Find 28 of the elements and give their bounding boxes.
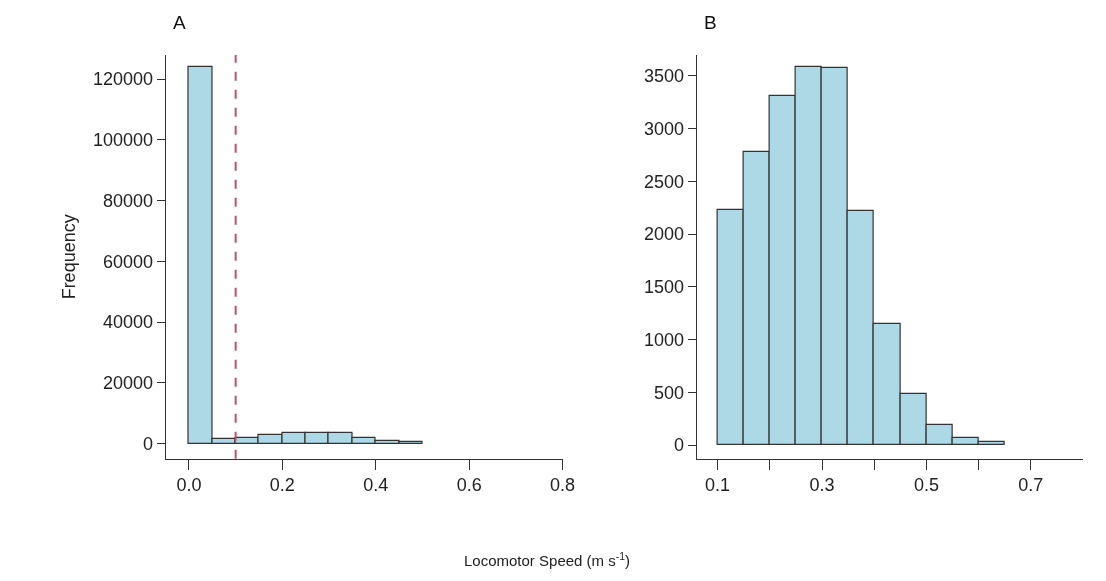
x-axis-title: Locomotor Speed (m s$^{-1}$) xyxy=(464,550,631,570)
chart-title: A xyxy=(173,12,186,33)
y-tick-label: 2000 xyxy=(644,224,685,245)
x-tick-label: 0.1 xyxy=(705,475,731,496)
y-tick-label: 1500 xyxy=(644,277,685,298)
y-tick-label: 60000 xyxy=(102,251,153,272)
y-tick-label: 20000 xyxy=(102,373,153,394)
y-tick-label: 0 xyxy=(142,433,153,454)
y-tick-label: 3500 xyxy=(644,66,685,87)
x-tick-label: 0.4 xyxy=(363,475,389,496)
y-tick-label: 0 xyxy=(674,435,685,456)
y-tick-label: 40000 xyxy=(102,312,153,333)
chart-title: B xyxy=(704,12,717,33)
x-tick-label: 0.3 xyxy=(809,475,835,496)
x-tick-label: 0.0 xyxy=(176,475,202,496)
x-tick-label: 0.2 xyxy=(269,475,295,496)
x-tick-label: 0.6 xyxy=(456,475,482,496)
x-tick-label: 0.7 xyxy=(1018,475,1044,496)
y-tick-label: 1000 xyxy=(644,329,685,350)
y-tick-label: 500 xyxy=(654,382,685,403)
y-tick-label: 100000 xyxy=(92,130,153,151)
y-tick-label: 120000 xyxy=(92,69,153,90)
x-tick-label: 0.5 xyxy=(913,475,939,496)
y-axis-title: Frequency xyxy=(59,214,80,300)
y-tick-label: 3000 xyxy=(644,119,685,139)
y-tick-label: 2500 xyxy=(644,171,685,192)
y-tick-label: 80000 xyxy=(102,190,153,211)
x-tick-label: 0.8 xyxy=(550,475,576,496)
